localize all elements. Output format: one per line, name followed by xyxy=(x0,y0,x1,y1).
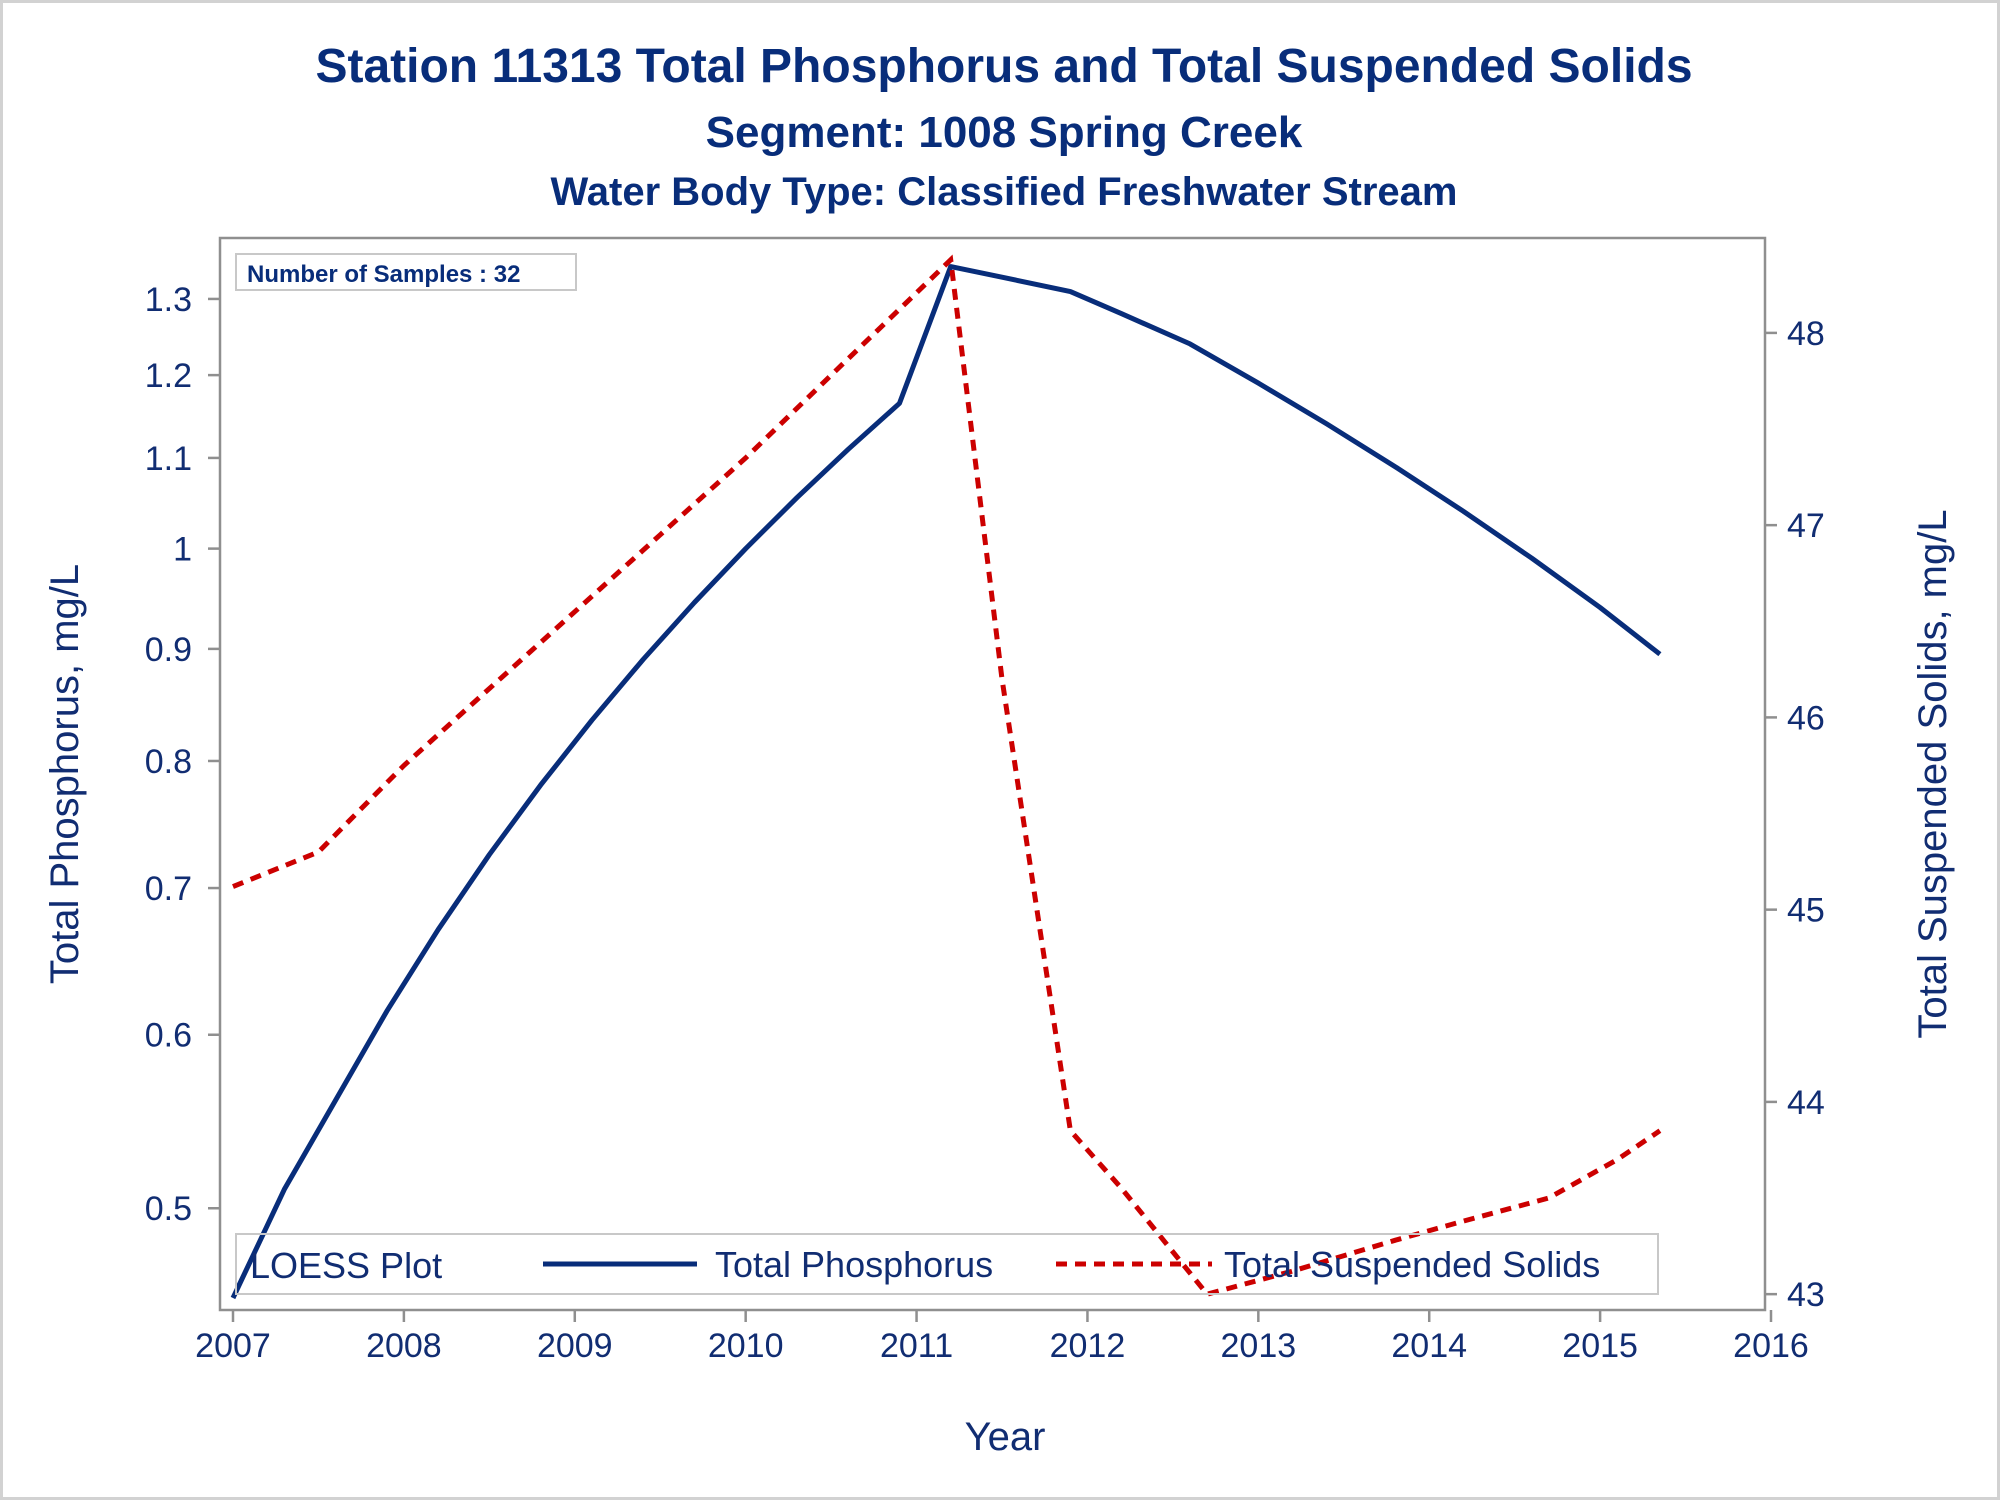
left-axis-label: Total Phosphorus, mg/L xyxy=(43,564,87,984)
x-tick-label: 2010 xyxy=(708,1327,784,1365)
left-tick-label: 0.5 xyxy=(145,1190,192,1228)
right-tick-label: 47 xyxy=(1787,507,1825,545)
x-axis-ticks: 2007 2008 2009 2010 2011 2012 2013 2014 2015 2016 xyxy=(195,1310,1809,1365)
sample-count-box xyxy=(235,253,577,291)
left-tick-label: 0.6 xyxy=(145,1017,192,1055)
right-tick-label: 45 xyxy=(1787,892,1825,930)
x-tick-label: 2013 xyxy=(1221,1327,1297,1365)
x-tick-label: 2007 xyxy=(195,1327,271,1365)
x-tick-label: 2016 xyxy=(1733,1327,1809,1365)
sample-count-text: Number of Samples : 32 xyxy=(247,261,520,288)
x-tick-label: 2008 xyxy=(366,1327,442,1365)
legend-label-total-suspended-solids: Total Suspended Solids xyxy=(1224,1244,1600,1285)
legend-title: LOESS Plot xyxy=(250,1245,442,1286)
right-tick-label: 43 xyxy=(1787,1276,1825,1314)
legend: LOESS Plot Total Phosphorus Total Suspen… xyxy=(235,1233,1659,1295)
left-tick-label: 1 xyxy=(173,531,192,569)
right-tick-label: 46 xyxy=(1787,699,1825,737)
left-tick-label: 1.2 xyxy=(145,357,192,395)
right-tick-label: 48 xyxy=(1787,315,1825,353)
x-tick-label: 2011 xyxy=(880,1327,953,1365)
x-tick-label: 2009 xyxy=(537,1327,613,1365)
x-axis-label: Year xyxy=(965,1415,1046,1459)
left-tick-label: 0.9 xyxy=(145,631,192,669)
x-tick-label: 2015 xyxy=(1562,1327,1638,1365)
right-axis-label: Total Suspended Solids, mg/L xyxy=(1911,509,1955,1038)
plot-area xyxy=(218,236,1767,1312)
legend-box xyxy=(235,1233,1659,1295)
legend-label-total-phosphorus: Total Phosphorus xyxy=(715,1244,993,1285)
chart-subtitle-segment: Segment: 1008 Spring Creek xyxy=(706,108,1303,157)
chart-title: Station 11313 Total Phosphorus and Total… xyxy=(315,40,1692,93)
right-tick-label: 44 xyxy=(1787,1084,1825,1122)
x-tick-label: 2014 xyxy=(1391,1327,1467,1365)
left-tick-label: 1.3 xyxy=(145,281,192,319)
left-tick-label: 1.1 xyxy=(145,440,192,478)
x-tick-label: 2012 xyxy=(1050,1327,1126,1365)
chart-subtitle-waterbody: Water Body Type: Classified Freshwater S… xyxy=(551,170,1458,214)
left-tick-label: 0.7 xyxy=(145,870,192,908)
series-line-total-phosphorus xyxy=(230,264,1662,1300)
left-axis-ticks: 0.5 0.6 0.7 0.8 0.9 1 1.1 1.2 1.3 xyxy=(145,281,220,1228)
right-axis-ticks: 43 44 45 46 47 48 xyxy=(1765,315,1825,1314)
series-line-total-suspended-solids xyxy=(232,254,1662,1298)
left-tick-label: 0.8 xyxy=(145,743,192,781)
